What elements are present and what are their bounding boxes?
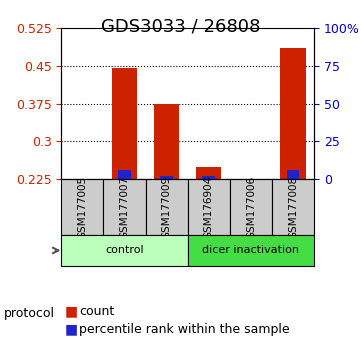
Text: count: count xyxy=(79,305,115,318)
FancyBboxPatch shape xyxy=(61,235,188,266)
Text: ■: ■ xyxy=(65,304,78,319)
Text: GSM177006: GSM177006 xyxy=(246,176,256,239)
FancyBboxPatch shape xyxy=(145,179,188,235)
Text: percentile rank within the sample: percentile rank within the sample xyxy=(79,323,290,336)
Text: GSM176904: GSM176904 xyxy=(204,176,214,239)
Text: ■: ■ xyxy=(65,322,78,336)
Bar xyxy=(203,176,215,179)
Text: control: control xyxy=(105,245,144,256)
FancyBboxPatch shape xyxy=(104,179,145,235)
Text: GDS3033 / 26808: GDS3033 / 26808 xyxy=(101,18,260,36)
Bar xyxy=(118,170,131,179)
Text: GSM177005: GSM177005 xyxy=(77,176,87,239)
FancyBboxPatch shape xyxy=(272,179,314,235)
FancyBboxPatch shape xyxy=(230,179,272,235)
Text: dicer inactivation: dicer inactivation xyxy=(203,245,299,256)
FancyBboxPatch shape xyxy=(61,179,104,235)
Bar xyxy=(287,170,299,179)
Bar xyxy=(196,167,221,179)
Bar xyxy=(112,68,137,179)
Text: protocol: protocol xyxy=(4,307,55,320)
Text: GSM177007: GSM177007 xyxy=(119,176,130,239)
Bar xyxy=(154,104,179,179)
Text: GSM177009: GSM177009 xyxy=(162,176,172,239)
Bar xyxy=(160,176,173,179)
Bar xyxy=(280,48,306,179)
FancyBboxPatch shape xyxy=(188,235,314,266)
FancyBboxPatch shape xyxy=(188,179,230,235)
Text: GSM177008: GSM177008 xyxy=(288,176,298,239)
